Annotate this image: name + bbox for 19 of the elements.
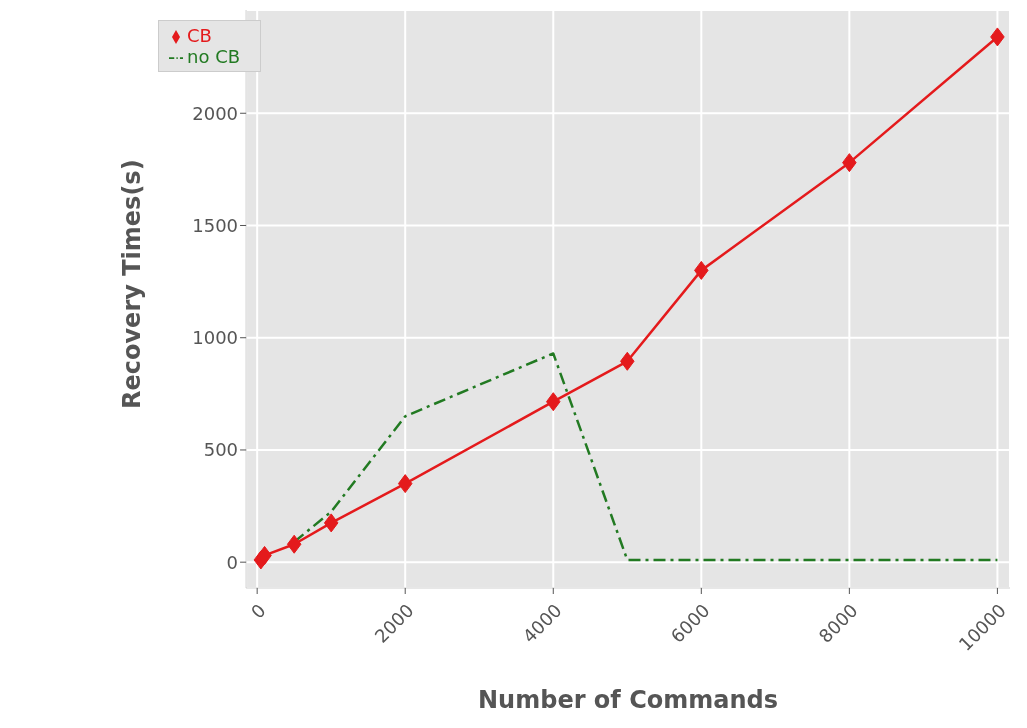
point <box>286 534 302 554</box>
point <box>620 351 635 371</box>
point <box>694 260 709 280</box>
point <box>323 513 339 533</box>
legend-label: no CB <box>187 46 241 67</box>
point <box>842 153 857 173</box>
y-tick-label: 1000 <box>192 327 239 349</box>
y-tick-label: 2000 <box>192 102 239 124</box>
point <box>397 474 413 494</box>
legend-label: CB <box>187 25 212 46</box>
point <box>990 27 1005 47</box>
y-tick-label: 1500 <box>192 214 239 236</box>
x-axis-title: Number of Commands <box>478 686 779 714</box>
y-tick-label: 500 <box>203 439 239 461</box>
x-tick-label: 0 <box>246 599 270 623</box>
point <box>257 545 272 565</box>
y-axis-title: Recovery Times(s) <box>117 159 146 409</box>
y-tick-label: 0 <box>226 551 239 573</box>
point <box>546 392 561 412</box>
